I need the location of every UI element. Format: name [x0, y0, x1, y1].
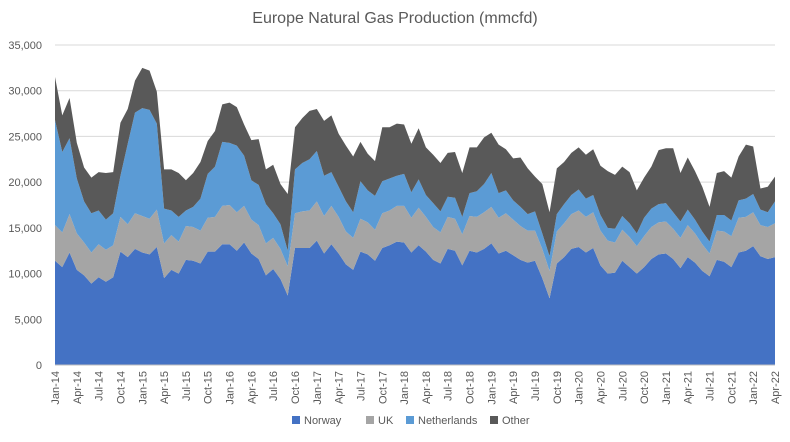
area-norway — [55, 240, 775, 365]
x-tick-label: Oct-21 — [726, 371, 738, 404]
x-tick-label: Apr-21 — [683, 371, 695, 404]
y-tick-labels: 0 5,000 10,000 15,000 20,000 25,000 30,000 35,0… — [8, 40, 42, 372]
x-tick-label: Jan-21 — [661, 371, 673, 405]
x-tick-label: Oct-18 — [465, 371, 477, 404]
legend-swatch-norway — [292, 416, 300, 424]
x-tick-label: Jan-18 — [399, 371, 411, 405]
x-tick-label: Jan-17 — [312, 371, 324, 405]
x-tick-label: Jan-14 — [50, 371, 62, 405]
x-tick-label: Apr-14 — [72, 371, 84, 404]
x-tick-label: Jan-15 — [137, 371, 149, 405]
y-tick-label: 5,000 — [14, 314, 42, 326]
legend-swatch-uk — [366, 416, 374, 424]
x-tick-label: Jul-14 — [94, 371, 106, 401]
x-tick-label: Oct-19 — [552, 371, 564, 404]
y-tick-label: 0 — [36, 360, 42, 372]
chart-title: Europe Natural Gas Production (mmcfd) — [252, 10, 537, 27]
y-tick-label: 10,000 — [8, 269, 42, 281]
legend-item-uk: UK — [366, 415, 394, 427]
x-tick-label: Oct-20 — [639, 371, 651, 404]
x-tick-labels: Jan-14 Apr-14 Jul-14 Oct-14 Jan-15 Apr-15 Jul-… — [50, 371, 782, 405]
x-tick-label: Jul-17 — [355, 371, 367, 401]
legend-label-netherlands: Netherlands — [418, 415, 478, 427]
x-tick-label: Apr-20 — [595, 371, 607, 404]
legend-label-uk: UK — [378, 415, 394, 427]
legend-item-netherlands: Netherlands — [406, 415, 478, 427]
x-tick-label: Jan-22 — [748, 371, 760, 405]
x-tick-label: Apr-19 — [508, 371, 520, 404]
x-tick-label: Apr-22 — [770, 371, 782, 404]
x-tick-label: Oct-17 — [377, 371, 389, 404]
x-tick-label: Jul-19 — [530, 371, 542, 401]
area-uk — [55, 201, 775, 299]
area-other — [55, 67, 775, 257]
x-tick-label: Jul-16 — [268, 371, 280, 401]
legend-swatch-other — [490, 416, 498, 424]
x-tick-label: Jul-18 — [443, 371, 455, 401]
area-series — [55, 67, 775, 365]
area-netherlands — [55, 108, 775, 271]
x-tick-label: Oct-15 — [203, 371, 215, 404]
y-tick-label: 15,000 — [8, 223, 42, 235]
x-tick-label: Jul-15 — [181, 371, 193, 401]
x-tick-label: Jan-16 — [225, 371, 237, 405]
x-tick-label: Jul-20 — [617, 371, 629, 401]
x-tick-label: Apr-16 — [246, 371, 258, 404]
y-tick-label: 25,000 — [8, 131, 42, 143]
x-tick-label: Apr-18 — [421, 371, 433, 404]
x-tick-label: Oct-16 — [290, 371, 302, 404]
x-tick-label: Apr-15 — [159, 371, 171, 404]
legend-label-other: Other — [502, 415, 530, 427]
legend-label-norway: Norway — [304, 415, 342, 427]
y-tick-label: 30,000 — [8, 86, 42, 98]
x-tick-label: Jan-19 — [486, 371, 498, 405]
y-tick-label: 20,000 — [8, 177, 42, 189]
legend-item-other: Other — [490, 415, 530, 427]
x-tick-label: Jul-21 — [705, 371, 717, 401]
x-tick-label: Oct-14 — [115, 371, 127, 404]
x-tick-label: Jan-20 — [574, 371, 586, 405]
legend-item-norway: Norway — [292, 415, 342, 427]
legend: Norway UK Netherlands Other — [292, 415, 530, 427]
x-tick-label: Apr-17 — [334, 371, 346, 404]
y-tick-label: 35,000 — [8, 40, 42, 52]
legend-swatch-netherlands — [406, 416, 414, 424]
